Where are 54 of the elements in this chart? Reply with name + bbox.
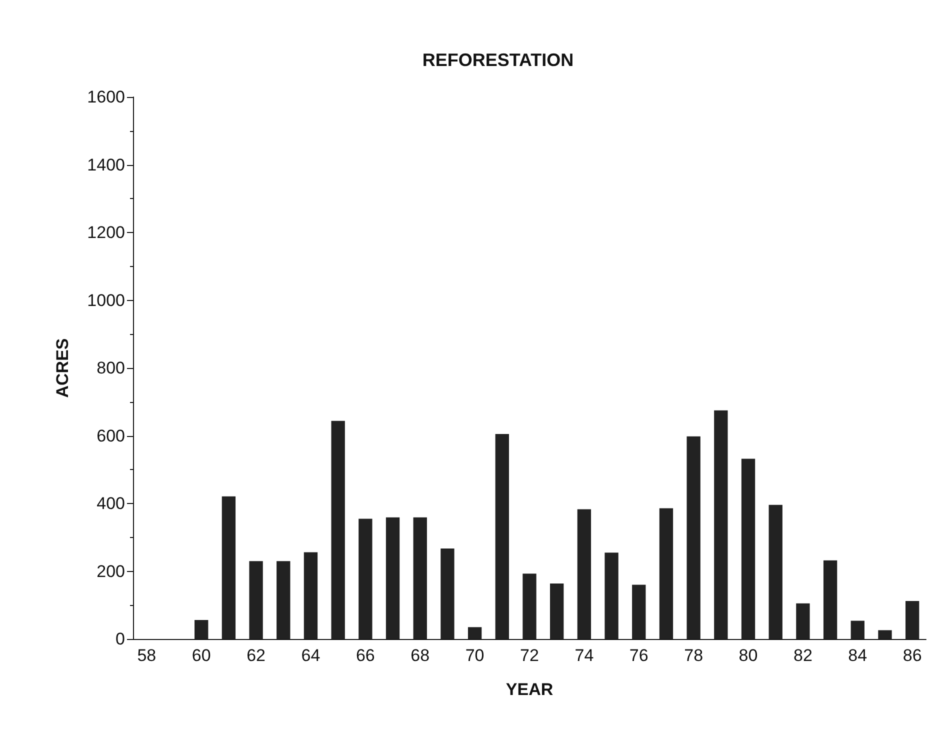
bar — [304, 552, 318, 639]
y-tick-label: 400 — [96, 494, 125, 513]
x-tick-label: 58 — [137, 646, 156, 665]
bar — [358, 518, 372, 639]
bar — [331, 420, 345, 639]
bar — [194, 620, 208, 639]
bar — [905, 601, 920, 639]
bar — [522, 574, 536, 639]
x-tick-label: 60 — [192, 646, 211, 665]
bar — [386, 517, 400, 639]
bar — [850, 620, 864, 639]
y-tick-label: 1000 — [87, 290, 125, 310]
bar — [249, 561, 263, 639]
x-tick-label: 76 — [629, 646, 648, 665]
x-tick-label: 64 — [301, 646, 320, 665]
chart-title: REFORESTATION — [422, 50, 574, 70]
x-tick-label: 84 — [848, 646, 868, 665]
x-tick-label: 74 — [574, 646, 594, 665]
y-tick-label: 0 — [116, 630, 125, 648]
bar — [413, 517, 427, 639]
y-axis-title: ACRES — [53, 338, 72, 398]
bar — [796, 603, 810, 639]
bar — [632, 584, 646, 639]
bar — [659, 508, 674, 639]
bar — [222, 496, 236, 639]
bar — [604, 552, 618, 639]
bar — [741, 458, 756, 639]
bar — [878, 630, 892, 639]
bar — [495, 434, 509, 639]
x-tick-label: 66 — [356, 646, 375, 665]
bar — [768, 504, 782, 639]
bar — [577, 509, 592, 639]
y-tick-label: 1400 — [87, 155, 125, 174]
x-axis-title: YEAR — [506, 680, 554, 699]
y-tick-label: 200 — [96, 562, 125, 581]
bar — [468, 627, 482, 639]
x-tick-label: 78 — [684, 646, 704, 665]
bar — [686, 436, 700, 639]
y-tick-label: 800 — [96, 358, 125, 378]
bar — [823, 560, 838, 639]
bar — [714, 410, 728, 639]
x-tick-label: 80 — [738, 646, 758, 665]
x-tick-label: 70 — [465, 646, 484, 665]
bar — [550, 583, 564, 639]
y-tick-label: 1600 — [87, 88, 125, 106]
x-tick-label: 86 — [902, 646, 922, 665]
x-tick-label: 68 — [410, 646, 430, 665]
y-tick-label: 600 — [96, 426, 125, 446]
x-tick-label: 82 — [793, 646, 812, 665]
bar — [440, 548, 454, 639]
bar — [276, 561, 290, 639]
x-tick-label: 62 — [246, 646, 266, 665]
x-tick-label: 72 — [520, 646, 539, 665]
y-tick-label: 1200 — [87, 223, 125, 242]
